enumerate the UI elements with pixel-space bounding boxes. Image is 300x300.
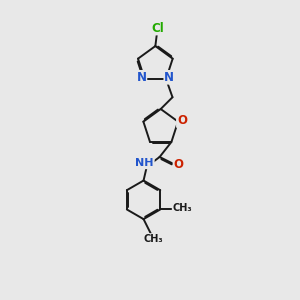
Text: O: O <box>173 158 184 171</box>
Text: CH₃: CH₃ <box>144 234 164 244</box>
Text: N: N <box>136 71 146 84</box>
Text: O: O <box>177 114 187 127</box>
Text: N: N <box>164 71 174 84</box>
Text: NH: NH <box>135 158 154 168</box>
Text: Cl: Cl <box>151 22 164 34</box>
Text: CH₃: CH₃ <box>172 203 192 213</box>
